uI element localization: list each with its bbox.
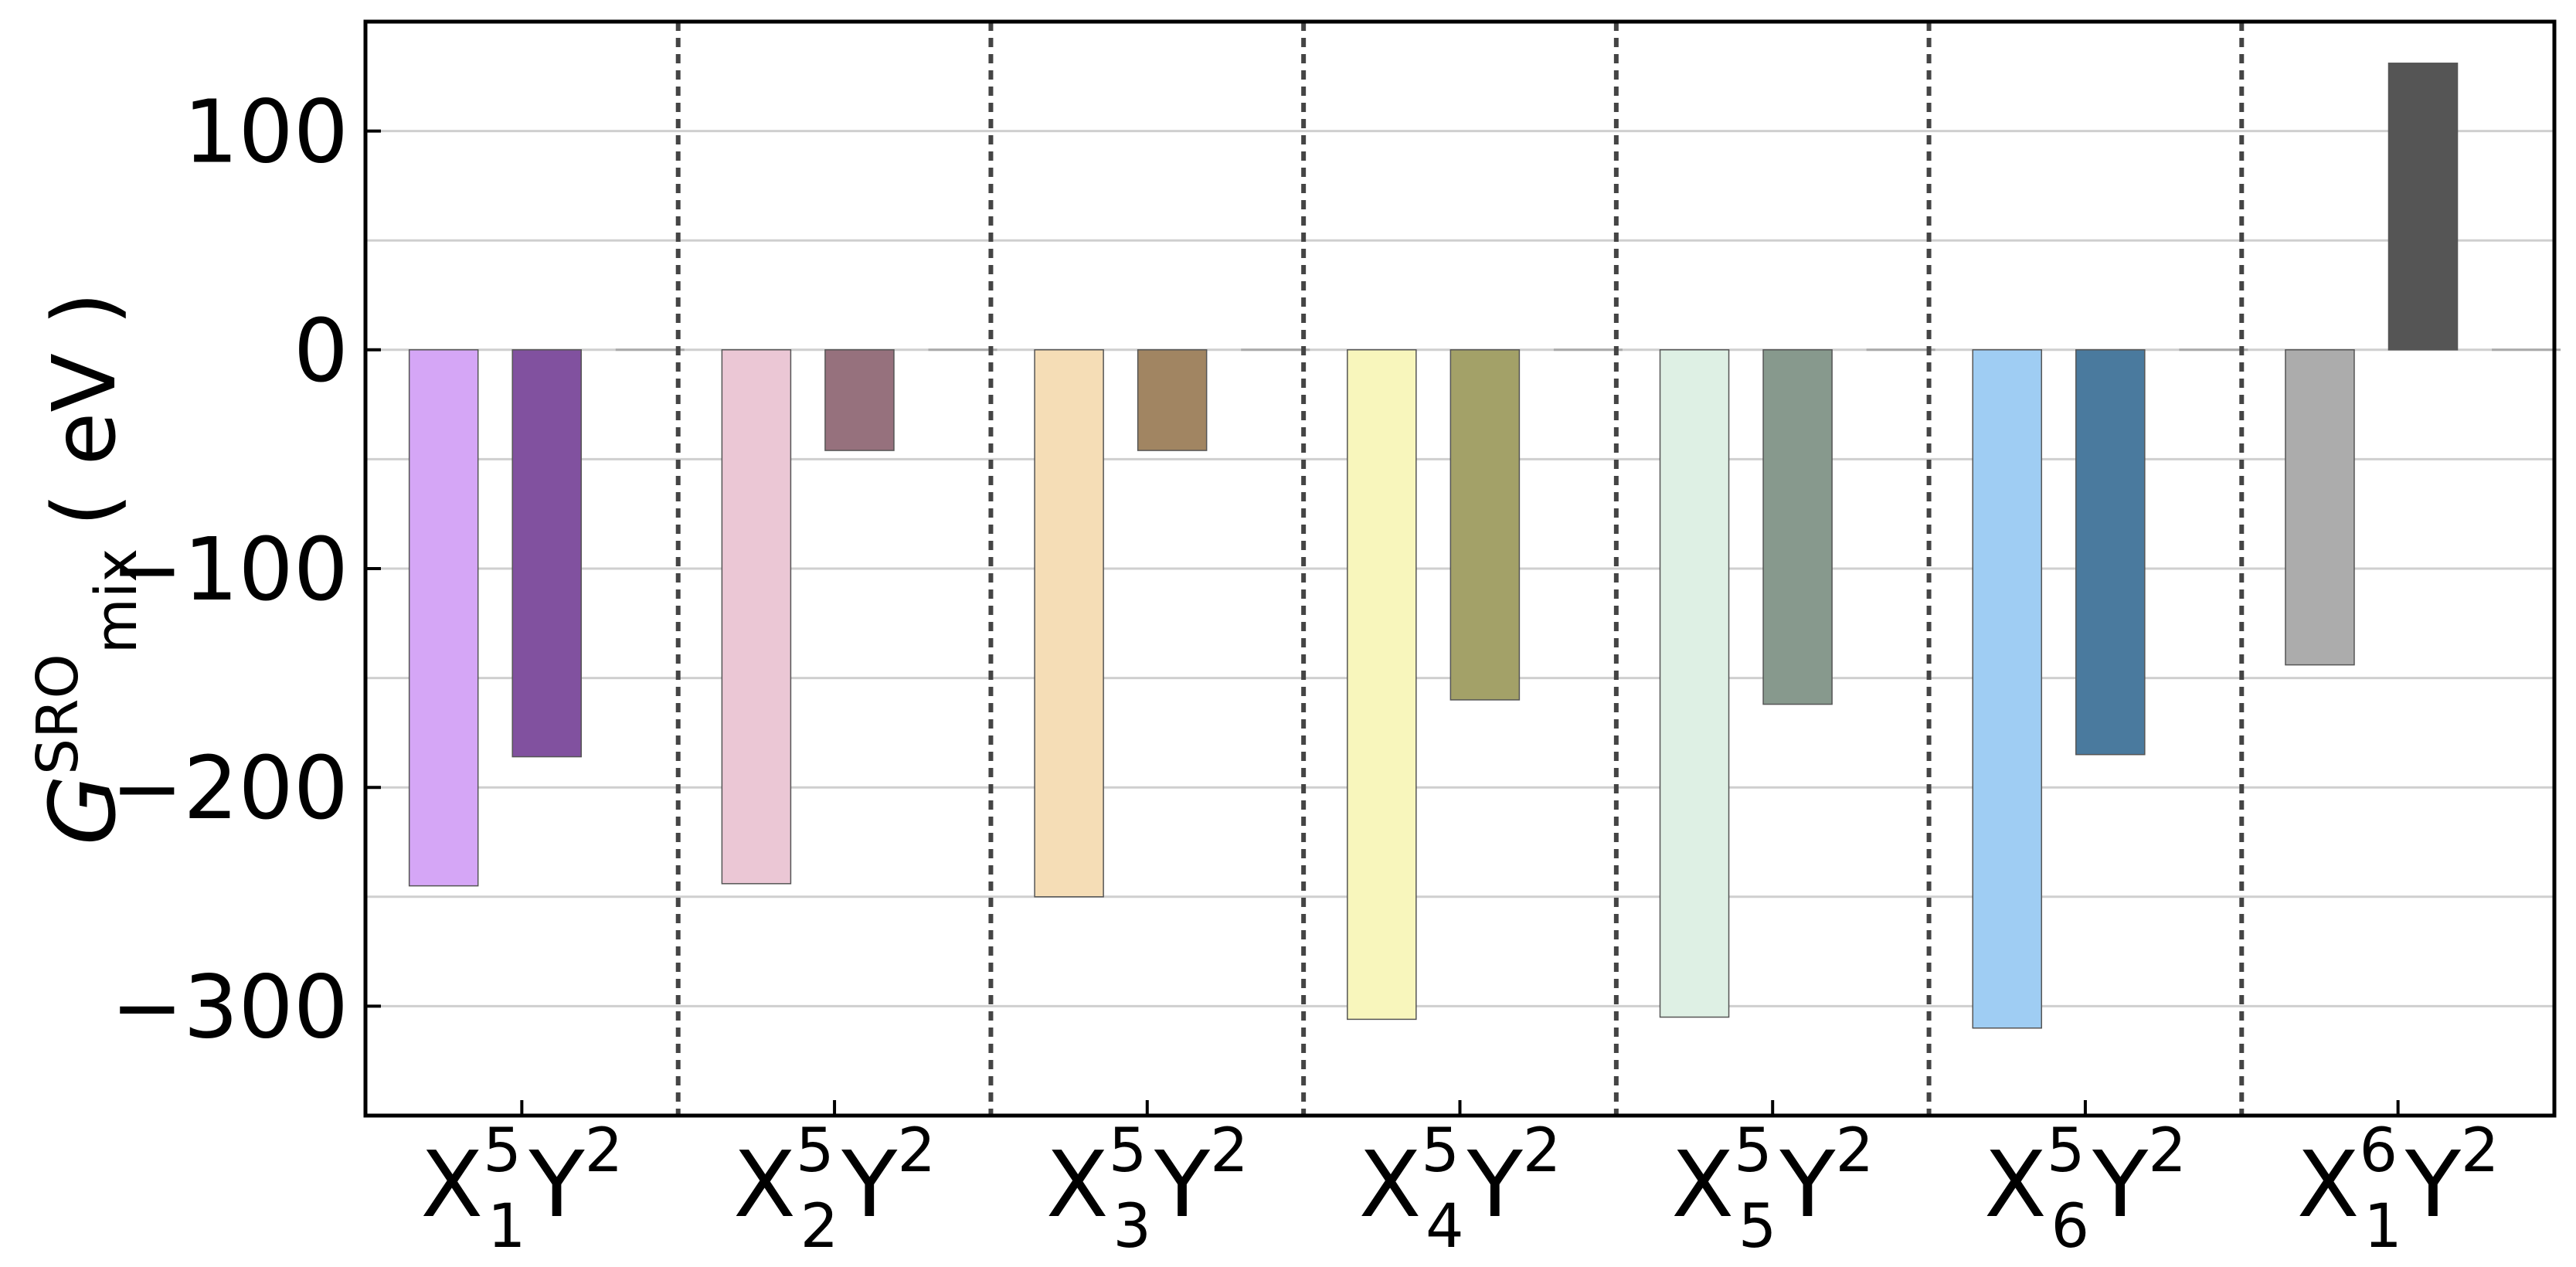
ylabel-subscript: mix xyxy=(83,549,150,654)
group-separators xyxy=(675,22,2245,1116)
ylabel-superscript: SRO xyxy=(25,654,91,775)
bar xyxy=(1449,349,1521,701)
y-tick-label: 100 xyxy=(183,83,348,183)
bar xyxy=(824,349,895,451)
bar xyxy=(1972,349,2043,1029)
bar xyxy=(2285,349,2355,666)
y-tick-label: 0 xyxy=(294,301,348,402)
bar xyxy=(721,349,792,885)
x-category-label: X5 2Y2 xyxy=(733,1116,936,1262)
y-tick-label: −100 xyxy=(110,520,348,620)
bar xyxy=(2387,63,2459,351)
x-category-label: X5 5Y2 xyxy=(1671,1116,1874,1262)
bars xyxy=(408,63,2459,1029)
bar xyxy=(511,349,583,758)
y-tick-label: −200 xyxy=(110,739,348,839)
y-axis-label: GSROmix ( eV ) xyxy=(25,292,150,846)
ylabel-symbol: G xyxy=(29,775,136,845)
bar xyxy=(2075,349,2146,756)
x-category-label: X5 4Y2 xyxy=(1359,1116,1562,1262)
y-axis: 100 0 −100 −200 −300 xyxy=(110,83,381,1058)
bar xyxy=(408,349,479,887)
x-category-label: X6 1Y2 xyxy=(2297,1116,2500,1262)
y-tick-label: −300 xyxy=(110,957,348,1058)
x-axis: X5 1Y2 X5 2Y2 X5 3Y2 X5 4Y2 X5 5Y2 X5 6Y2 X6 1Y2 xyxy=(420,1100,2500,1262)
bar xyxy=(1659,349,1730,1018)
svg-text:GSROmix( eV ): GSROmix ( eV ) xyxy=(25,292,150,846)
bar xyxy=(1137,349,1208,451)
bar xyxy=(1347,349,1417,1021)
x-category-label: X5 6Y2 xyxy=(1984,1116,2187,1262)
ylabel-unit: ( eV ) xyxy=(35,292,135,527)
x-category-label: X5 1Y2 xyxy=(420,1116,623,1262)
bar xyxy=(1034,349,1104,898)
x-category-label: X5 3Y2 xyxy=(1046,1116,1249,1262)
bar xyxy=(1762,349,1833,705)
